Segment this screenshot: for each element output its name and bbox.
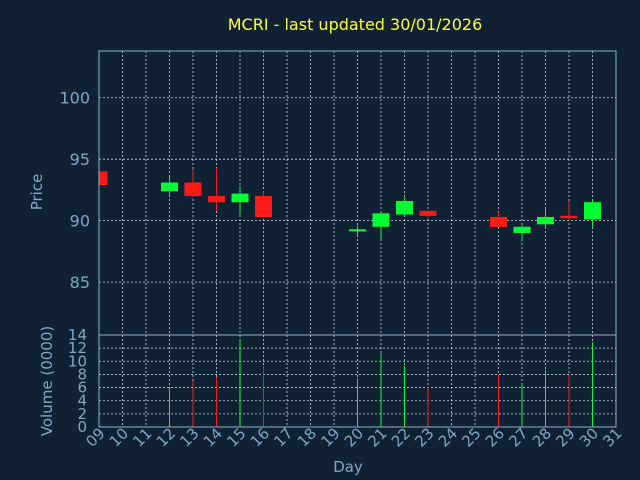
candle-body bbox=[161, 182, 178, 192]
price-tick-label: 90 bbox=[70, 212, 90, 231]
candle-body bbox=[372, 213, 390, 227]
volume-tick-label: 4 bbox=[77, 392, 87, 410]
price-tick-label: 95 bbox=[70, 150, 90, 169]
volume-axis-label: Volume (0000) bbox=[38, 326, 56, 436]
candle-body bbox=[537, 216, 554, 225]
day-tick-label: 10 bbox=[106, 424, 132, 450]
candle-body bbox=[231, 193, 249, 203]
price-axis-label: Price bbox=[28, 174, 46, 211]
day-tick-label: 15 bbox=[223, 424, 249, 450]
price-panel: 85 90 95 100 bbox=[59, 50, 617, 336]
candle-body bbox=[419, 210, 437, 216]
chart-title: MCRI - last updated 30/01/2026 bbox=[228, 15, 483, 34]
candle-body bbox=[396, 200, 413, 215]
day-tick-label: 16 bbox=[247, 424, 273, 450]
day-tick-label: 22 bbox=[388, 424, 414, 450]
candle-body bbox=[99, 171, 108, 186]
price-tick-label: 85 bbox=[70, 273, 90, 292]
candle-body bbox=[208, 196, 225, 203]
day-tick-label: 24 bbox=[435, 424, 461, 450]
candle-body bbox=[255, 196, 272, 217]
volume-tick-label: 0 bbox=[77, 418, 87, 436]
day-tick-label: 25 bbox=[458, 424, 484, 450]
day-tick-labels: 0910111213141516171819202122232425262728… bbox=[82, 424, 625, 450]
volume-tick-label: 8 bbox=[77, 365, 87, 383]
day-tick-label: 23 bbox=[411, 424, 437, 450]
day-tick-label: 26 bbox=[482, 424, 508, 450]
day-tick-label: 14 bbox=[200, 424, 226, 450]
day-axis-label: Day bbox=[333, 458, 363, 476]
day-tick-label: 12 bbox=[153, 424, 179, 450]
candle-body bbox=[490, 216, 507, 227]
volume-tick-label: 14 bbox=[68, 326, 87, 344]
volume-tick-label: 10 bbox=[68, 352, 87, 370]
day-tick-label: 30 bbox=[576, 424, 602, 450]
candle-body bbox=[349, 229, 366, 232]
day-tick-label: 18 bbox=[294, 424, 320, 450]
candle-body bbox=[184, 182, 202, 197]
day-tick-label: 17 bbox=[270, 424, 296, 450]
volume-tick-label: 2 bbox=[77, 405, 87, 423]
volume-plot-frame bbox=[98, 334, 617, 428]
candle-body bbox=[584, 202, 601, 220]
volume-tick-label: 6 bbox=[77, 379, 87, 397]
day-tick-label: 29 bbox=[552, 424, 578, 450]
day-tick-label: 27 bbox=[505, 424, 531, 450]
price-tick-label: 100 bbox=[59, 89, 90, 108]
day-tick-label: 11 bbox=[129, 424, 155, 450]
volume-tick-label: 12 bbox=[68, 339, 87, 357]
day-tick-label: 13 bbox=[176, 424, 202, 450]
day-tick-label: 19 bbox=[317, 424, 343, 450]
candle-body bbox=[560, 215, 578, 219]
day-tick-label: 20 bbox=[341, 424, 367, 450]
candle-body bbox=[513, 226, 531, 233]
day-tick-label: 21 bbox=[364, 424, 390, 450]
day-tick-label: 31 bbox=[599, 424, 625, 450]
day-tick-label: 28 bbox=[529, 424, 555, 450]
